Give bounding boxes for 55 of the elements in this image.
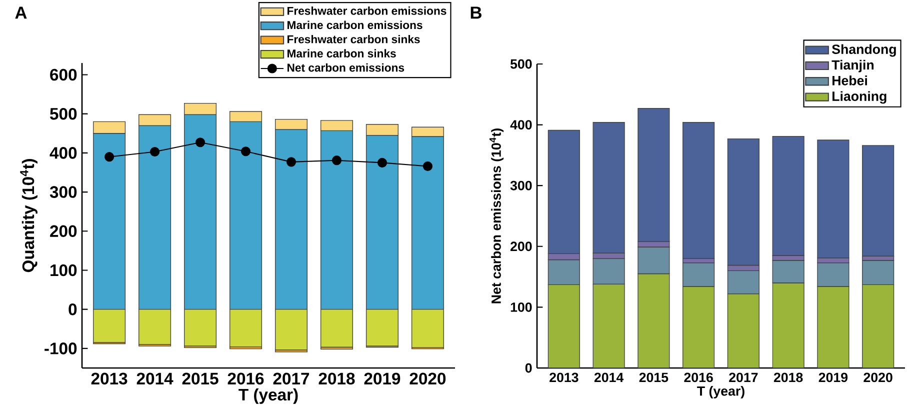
y-axis-title: Quantity (10$^{4}$t) bbox=[20, 159, 38, 272]
legend-label: Marine carbon sinks bbox=[288, 49, 396, 58]
point bbox=[286, 157, 296, 167]
y-tick-label: 300 bbox=[510, 180, 532, 190]
y-tick-label: 100 bbox=[510, 302, 532, 312]
point bbox=[332, 156, 342, 166]
bar bbox=[862, 145, 894, 256]
point bbox=[104, 152, 114, 162]
y-tick-label: 300 bbox=[50, 186, 77, 198]
y-tick-label: 500 bbox=[510, 59, 532, 69]
x-tick-label: 2018 bbox=[774, 372, 803, 382]
x-tick-label: 2013 bbox=[550, 372, 578, 382]
x-tick-label: 2017 bbox=[729, 372, 758, 382]
x-tick-label: 2013 bbox=[91, 372, 128, 385]
x-tick-label: 2019 bbox=[818, 372, 848, 382]
bar bbox=[682, 122, 715, 259]
point bbox=[422, 161, 433, 172]
x-tick-label: 2015 bbox=[182, 372, 218, 384]
point bbox=[377, 158, 388, 168]
point bbox=[150, 146, 160, 157]
x-tick-label: 2020 bbox=[410, 372, 446, 384]
chart-title: A bbox=[15, 6, 27, 19]
legend-label: Shandong bbox=[832, 44, 896, 57]
legend-label: Tianjin bbox=[832, 60, 874, 72]
x-axis-title: T (year) bbox=[697, 386, 744, 398]
x-tick-label: 2019 bbox=[364, 372, 400, 384]
y-tick-label: 400 bbox=[510, 120, 532, 130]
chart-title: B bbox=[470, 6, 482, 19]
legend-label: Marine carbon emissions bbox=[288, 20, 422, 30]
y-tick-label: 0 bbox=[68, 303, 77, 316]
y-tick-label: -100 bbox=[44, 342, 77, 354]
y-tick-label: 0 bbox=[525, 363, 532, 373]
y-tick-label: 100 bbox=[50, 264, 77, 276]
legend-label: Liaoning bbox=[832, 91, 886, 104]
legend-label: Hebei bbox=[832, 76, 867, 86]
y-tick-label: 500 bbox=[50, 108, 77, 120]
y-tick-label: 400 bbox=[50, 147, 77, 159]
y-tick-label: 600 bbox=[50, 68, 77, 81]
y-tick-label: 200 bbox=[50, 225, 77, 238]
legend-label: Freshwater carbon sinks bbox=[288, 34, 420, 44]
legend-label: Net carbon emissions bbox=[288, 63, 404, 72]
x-tick-label: 2014 bbox=[594, 372, 624, 382]
x-tick-label: 2016 bbox=[228, 372, 264, 384]
x-tick-label: 2014 bbox=[136, 372, 174, 384]
x-tick-label: 2015 bbox=[639, 372, 668, 382]
x-tick-label: 2020 bbox=[864, 372, 892, 382]
y-tick-label: 200 bbox=[510, 242, 532, 252]
x-tick-label: 2016 bbox=[684, 372, 713, 382]
x-tick-label: 2017 bbox=[273, 372, 310, 384]
y-axis-title: Net carbon emissions (10$^{4}$t) bbox=[490, 128, 504, 304]
point bbox=[195, 138, 206, 148]
x-tick-label: 2018 bbox=[318, 372, 355, 384]
x-axis-title: T (year) bbox=[238, 388, 298, 404]
point bbox=[240, 146, 251, 156]
legend-label: Freshwater carbon emissions bbox=[288, 6, 446, 15]
